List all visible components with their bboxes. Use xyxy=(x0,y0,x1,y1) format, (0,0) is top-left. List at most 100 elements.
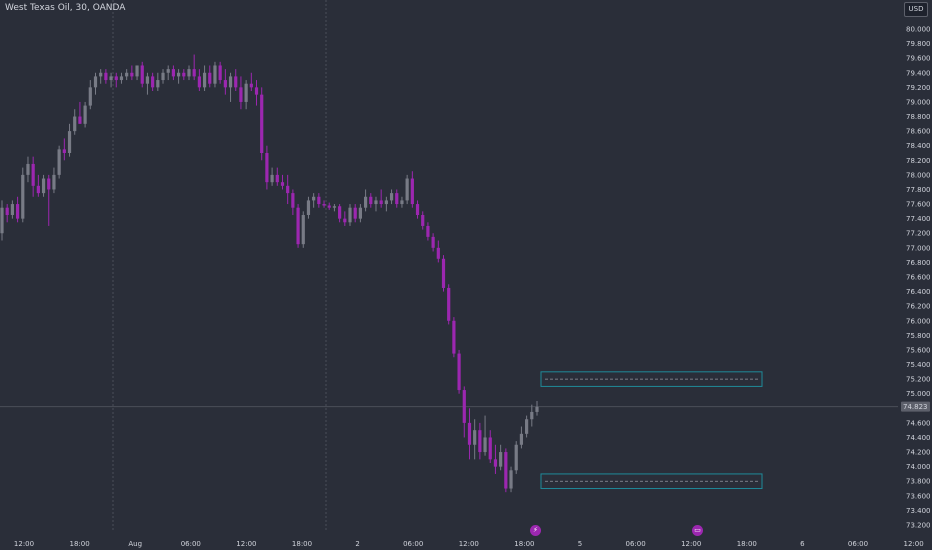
time-tick-label: 18:00 xyxy=(292,540,312,548)
candle-body xyxy=(504,452,508,489)
time-tick-label: 12:00 xyxy=(14,540,34,548)
candle-body xyxy=(332,206,337,208)
candle-body xyxy=(109,76,113,81)
price-tick-label: 76.600 xyxy=(906,274,931,282)
current-price-badge xyxy=(901,401,930,412)
price-tick-label: 79.000 xyxy=(906,98,931,106)
price-tick-label: 75.400 xyxy=(906,361,931,369)
price-tick-label: 76.800 xyxy=(906,259,931,267)
candle-body xyxy=(348,207,352,223)
price-tick-label: 75.800 xyxy=(906,332,931,340)
price-tick-label: 78.200 xyxy=(906,157,931,165)
candle-body xyxy=(254,87,259,95)
candle-body xyxy=(31,163,35,186)
candle-body xyxy=(62,149,66,153)
time-tick-label: 12:00 xyxy=(681,540,701,548)
candle-body xyxy=(436,247,440,259)
candle-body xyxy=(15,204,20,219)
candle-body xyxy=(99,72,103,77)
time-tick-label: 12:00 xyxy=(459,540,479,548)
candle-body xyxy=(73,116,77,132)
price-tick-label: 73.800 xyxy=(906,478,931,486)
candle-body xyxy=(358,207,362,219)
time-tick-label: 5 xyxy=(578,540,582,548)
time-tick-label: 06:00 xyxy=(181,540,201,548)
price-tick-label: 78.400 xyxy=(906,142,931,150)
candle-body xyxy=(182,72,186,77)
candle-body xyxy=(52,174,56,190)
candle-body xyxy=(47,178,51,190)
price-tick-label: 77.600 xyxy=(906,201,931,209)
candle-body xyxy=(415,204,420,215)
time-tick-label: 06:00 xyxy=(626,540,646,548)
candle-body xyxy=(156,80,160,88)
currency-button[interactable]: USD xyxy=(904,2,928,17)
candle-body xyxy=(405,178,409,201)
candle-body xyxy=(177,72,181,77)
price-tick-label: 74.600 xyxy=(906,419,931,427)
candle-body xyxy=(525,419,529,434)
candle-body xyxy=(151,76,155,88)
candle-body xyxy=(244,83,248,102)
candle-body xyxy=(384,200,388,205)
candle-body xyxy=(400,200,404,205)
lightning-icon[interactable]: ⚡ xyxy=(530,525,541,536)
candle-body xyxy=(140,65,144,84)
symbol-title[interactable]: West Texas Oil, 30, OANDA xyxy=(5,3,126,13)
candle-body xyxy=(317,196,321,205)
candle-body xyxy=(322,204,326,206)
candle-body xyxy=(21,174,25,219)
candle-body xyxy=(234,76,238,88)
price-tick-label: 79.200 xyxy=(906,84,931,92)
time-tick-label: 18:00 xyxy=(514,540,534,548)
candle-body xyxy=(301,215,305,245)
price-tick-label: 77.400 xyxy=(906,215,931,223)
price-tick-label: 73.400 xyxy=(906,507,931,515)
candle-body xyxy=(535,406,539,412)
candle-body xyxy=(36,185,40,194)
candle-body xyxy=(239,87,243,102)
candle-body xyxy=(493,459,498,467)
candle-body xyxy=(275,174,279,183)
candle-body xyxy=(208,72,212,84)
time-tick-label: 18:00 xyxy=(737,540,757,548)
time-tick-label: 2 xyxy=(355,540,359,548)
candle-body xyxy=(530,411,534,420)
candle-body xyxy=(473,430,477,445)
candle-body xyxy=(410,178,414,205)
price-tick-label: 79.600 xyxy=(906,55,931,63)
calendar-icon[interactable]: ▭ xyxy=(692,525,703,536)
candle-body xyxy=(395,193,399,205)
price-tick-label: 76.000 xyxy=(906,317,931,325)
candle-body xyxy=(441,258,446,288)
candle-body xyxy=(88,87,92,106)
candle-body xyxy=(369,196,373,205)
price-tick-label: 80.000 xyxy=(906,26,931,34)
candle-body xyxy=(462,390,466,423)
time-tick-label: Aug xyxy=(128,540,142,548)
time-tick-label: 06:00 xyxy=(403,540,423,548)
price-tick-label: 79.400 xyxy=(906,69,931,77)
candle-body xyxy=(296,207,300,245)
time-tick-label: 12:00 xyxy=(904,540,924,548)
candle-body xyxy=(78,116,82,124)
candle-body xyxy=(41,178,46,194)
price-tick-label: 78.000 xyxy=(906,171,931,179)
price-tick-label: 73.200 xyxy=(906,522,931,530)
price-tick-label: 79.800 xyxy=(906,40,931,48)
price-tick-label: 77.200 xyxy=(906,230,931,238)
candle-body xyxy=(228,76,233,88)
price-tick-label: 73.600 xyxy=(906,492,931,500)
candle-body xyxy=(265,153,269,183)
candle-body xyxy=(306,200,311,215)
price-tick-label: 78.800 xyxy=(906,113,931,121)
candle-body xyxy=(187,69,191,77)
candle-body xyxy=(223,80,227,88)
candle-body xyxy=(260,94,264,153)
candle-body xyxy=(389,193,394,201)
candle-body xyxy=(312,196,316,201)
candle-body xyxy=(104,72,108,81)
candle-body xyxy=(374,200,378,205)
